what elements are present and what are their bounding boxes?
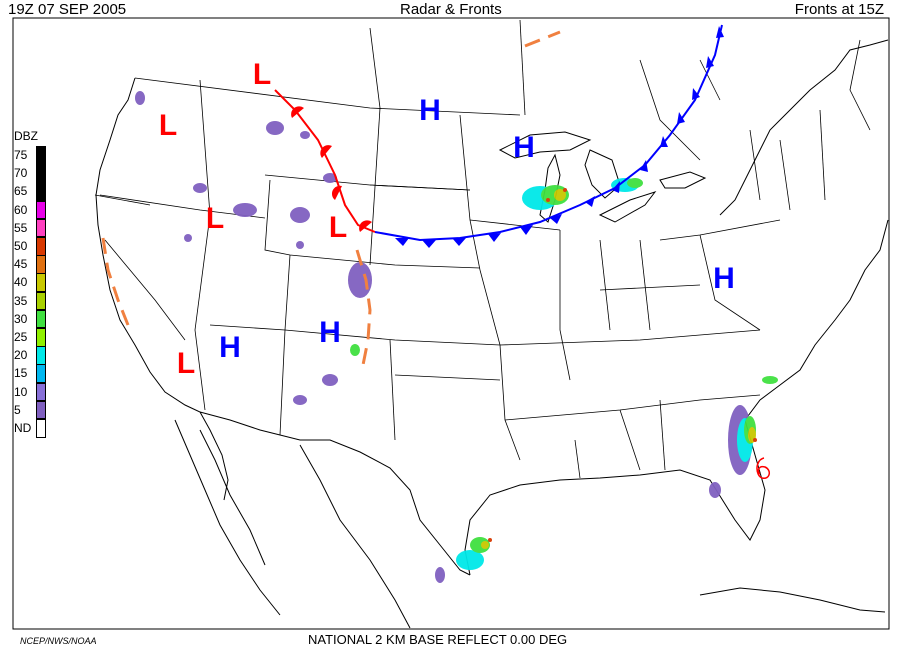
legend-label-15: 15 <box>14 366 28 381</box>
header-fronts-time: Fronts at 15Z <box>794 1 884 18</box>
low-idaho-marker: L <box>206 202 224 235</box>
warm-front-line <box>274 89 376 233</box>
legend-label-30: 30 <box>14 311 28 326</box>
legend-label-35: 35 <box>14 293 28 308</box>
legend-label-45: 45 <box>14 257 28 272</box>
lake-huron <box>584 149 621 199</box>
legend-label-25: 25 <box>14 330 28 344</box>
low-oregon-marker: L <box>159 109 177 142</box>
legend-swatch-25 <box>36 328 46 347</box>
cold-front-barb <box>585 196 595 207</box>
cold-front-barb <box>452 238 466 246</box>
cold-front-barb <box>395 238 409 246</box>
warm-front-lobe <box>291 106 304 118</box>
cold-front-barb <box>660 136 668 147</box>
high-new-mexico-marker: H <box>319 316 341 349</box>
low-arizona-marker: L <box>177 347 195 380</box>
trough-california <box>101 237 130 326</box>
high-wisconsin-marker: H <box>513 131 535 164</box>
legend-label-55: 55 <box>14 220 28 235</box>
warm-front-lobe <box>331 185 342 200</box>
lake-michigan <box>539 153 561 223</box>
legend-swatch-40 <box>36 273 46 293</box>
legend-swatch-55 <box>36 218 46 238</box>
legend-swatch-5 <box>36 400 46 420</box>
legend-label-60: 60 <box>14 202 28 217</box>
legend-label-10: 10 <box>14 384 28 399</box>
lake-ontario <box>659 171 707 189</box>
troughs <box>101 30 561 371</box>
legend-swatch-75 <box>36 146 46 165</box>
cold-front-barb <box>612 181 620 193</box>
high-north-dakota-marker: H <box>419 94 441 127</box>
cold-front-barb <box>520 225 533 235</box>
legend-swatch-60 <box>36 200 46 220</box>
map-frame <box>12 17 890 630</box>
legend-swatch-30 <box>36 309 46 329</box>
legend-swatch-70 <box>36 164 46 183</box>
legend-swatch-45 <box>36 255 46 274</box>
legend-label-nd: ND <box>14 421 32 435</box>
cold-front-barb <box>706 56 714 68</box>
cuba-coastline <box>699 587 886 613</box>
warm-front <box>274 89 376 233</box>
cold-front-barb <box>716 26 724 38</box>
mexico-coastline <box>174 419 411 629</box>
trough-colorado <box>355 249 372 371</box>
high-utah-marker: H <box>219 331 241 364</box>
legend-label-75: 75 <box>14 148 28 162</box>
state-borders <box>94 19 871 479</box>
header-title: Radar & Fronts <box>400 1 502 18</box>
cold-front-barb <box>640 160 648 172</box>
legend-label-50: 50 <box>14 239 28 253</box>
legend-label-40: 40 <box>14 275 28 290</box>
footer-product: NATIONAL 2 KM BASE REFLECT 0.00 DEG <box>308 632 568 647</box>
legend-label-20: 20 <box>14 348 28 363</box>
legend-swatch-nd <box>36 419 46 438</box>
legend-swatch-15 <box>36 364 46 384</box>
legend-label-70: 70 <box>14 166 28 181</box>
legend-swatch-65 <box>36 182 46 202</box>
header-datetime: 19Z 07 SEP 2005 <box>8 1 127 18</box>
legend-title: DBZ <box>14 129 38 143</box>
trough-canada <box>524 30 561 48</box>
cold-front-barb <box>692 88 700 100</box>
warm-front-lobe <box>359 220 372 232</box>
cold-front-barb <box>677 112 685 124</box>
cold-front-barb <box>488 233 501 242</box>
legend-swatch-20 <box>36 346 46 365</box>
tropical-storm-symbol <box>756 457 770 479</box>
footer-source: NCEP/NWS/NOAA <box>20 636 97 646</box>
legend-label-65: 65 <box>14 184 28 199</box>
cold-front-barb <box>422 240 436 248</box>
warm-front-lobe <box>320 145 332 158</box>
lake-superior <box>498 131 592 159</box>
us-coastline <box>95 39 889 576</box>
low-montana-marker: L <box>253 58 271 91</box>
low-colorado-marker: L <box>329 211 347 244</box>
radar-echoes <box>135 91 778 583</box>
cold-front-barb <box>550 214 562 224</box>
legend-swatch-10 <box>36 382 46 402</box>
legend-swatch-50 <box>36 237 46 256</box>
legend-swatch-35 <box>36 291 46 311</box>
lake-erie <box>598 191 657 223</box>
high-virginia-marker: H <box>713 262 735 295</box>
legend-label-5: 5 <box>14 402 21 417</box>
cold-front <box>374 24 724 248</box>
